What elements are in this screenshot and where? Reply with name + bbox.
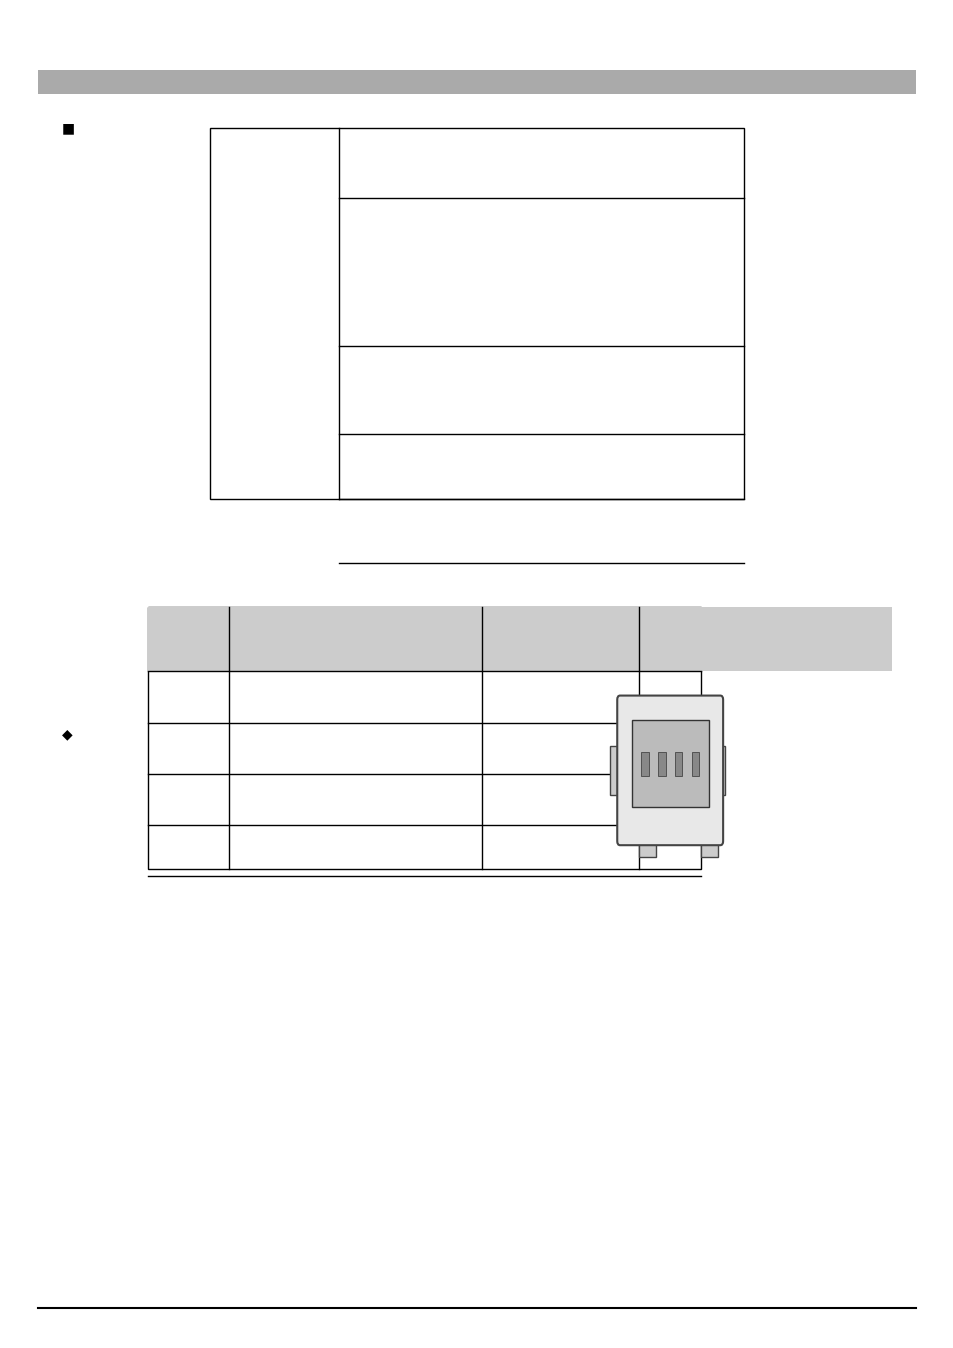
Bar [700,838,718,857]
Bar [640,752,648,776]
Bar [639,607,891,671]
FancyBboxPatch shape [38,70,915,94]
Bar [631,720,708,807]
Bar [210,128,743,499]
Bar [481,607,639,671]
Bar [609,747,618,795]
Bar [148,607,700,869]
Bar [639,838,656,857]
Bar [658,752,665,776]
Text: ◆: ◆ [62,728,72,741]
Bar [715,747,724,795]
FancyBboxPatch shape [617,696,722,845]
Bar [229,607,481,671]
Text: ■: ■ [62,121,75,135]
Bar [674,752,681,776]
Bar [691,752,699,776]
Bar [148,607,229,671]
